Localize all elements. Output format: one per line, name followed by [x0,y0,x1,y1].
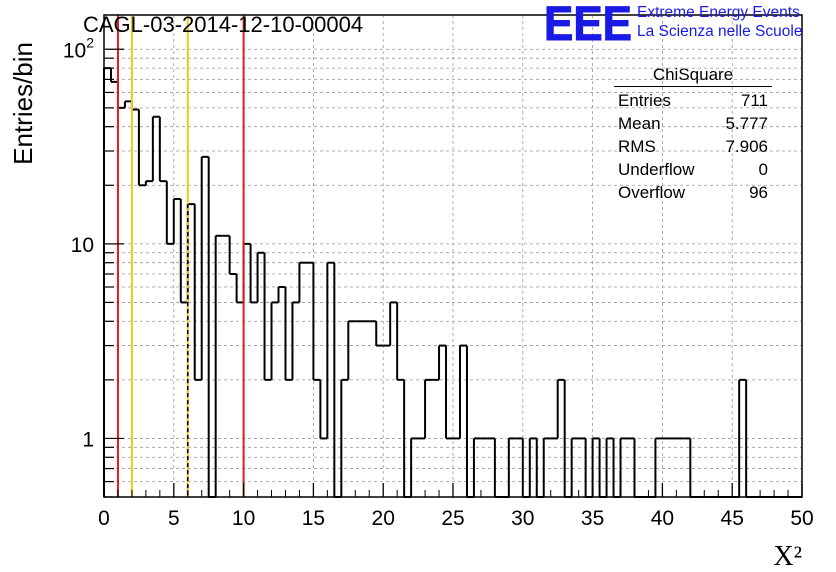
y-tick-label: 1 [82,428,94,451]
stats-row-entries: Entries 711 [610,89,776,112]
x-tick-label: 20 [372,507,395,530]
stats-label: Overflow [618,183,686,202]
x-tick-label: 0 [98,507,110,530]
eee-logo-text: Extreme Energy Events La Scienza nelle S… [637,3,802,41]
stats-row-overflow: Overflow 96 [610,181,776,204]
reference-lines [116,15,245,497]
stats-value: 0 [758,160,768,179]
stats-label: Mean [618,114,661,133]
grid [104,15,802,497]
stats-title: ChiSquare [614,64,772,87]
eee-logo-mark: EEE [544,0,634,52]
eee-logo-line2: La Scienza nelle Scuole [637,23,803,40]
y-axis-label: Entries/bin [8,42,38,165]
x-tick-label: 45 [721,507,744,530]
chart-title: CAGL-03-2014-12-10-00004 [83,12,363,37]
stats-value: 5.777 [725,114,768,133]
stats-row-rms: RMS 7.906 [610,135,776,158]
x-axis-label: X² [773,541,802,572]
eee-logo-line1: Extreme Energy Events [637,4,800,21]
stats-box: ChiSquare Entries 711 Mean 5.777 RMS 7.9… [610,64,776,204]
stats-row-underflow: Underflow 0 [610,158,776,181]
x-tick-label: 15 [302,507,325,530]
x-tick-label: 30 [511,507,534,530]
x-tick-label: 50 [790,507,813,530]
stats-label: RMS [618,137,656,156]
x-tick-label: 40 [651,507,674,530]
y-tick-label: 102 [63,34,94,62]
stats-value: 711 [740,91,768,110]
stats-value: 7.906 [725,137,768,156]
eee-logo-letters: EEE [544,0,632,44]
axis-ticks: 0 5 10 15 20 25 30 35 40 45 50 1 10 102 [63,34,814,530]
y-tick-label: 10 [71,234,94,257]
x-tick-label: 25 [441,507,464,530]
x-tick-label: 5 [168,507,180,530]
stats-label: Underflow [618,160,695,179]
stats-row-mean: Mean 5.777 [610,112,776,135]
stats-value: 96 [749,183,768,202]
x-tick-label: 10 [232,507,255,530]
stats-label: Entries [618,91,671,110]
x-tick-label: 35 [581,507,604,530]
